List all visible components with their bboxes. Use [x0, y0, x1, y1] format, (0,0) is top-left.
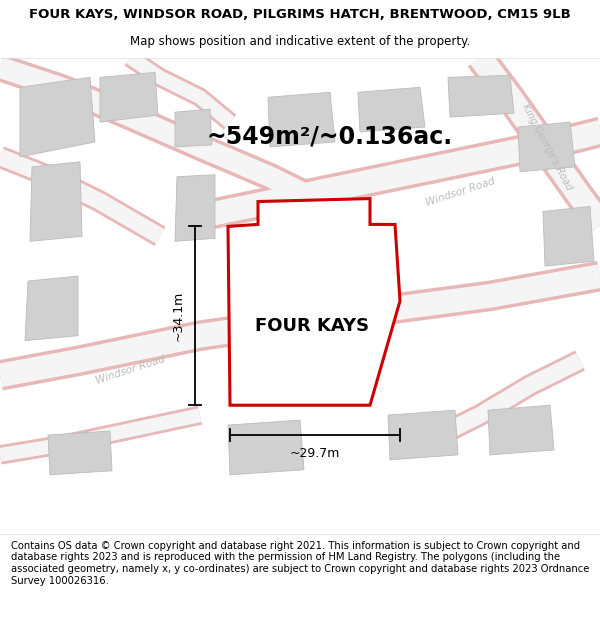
Text: ~549m²/~0.136ac.: ~549m²/~0.136ac. — [207, 125, 453, 149]
Polygon shape — [488, 405, 554, 455]
Text: ~34.1m: ~34.1m — [172, 291, 185, 341]
Text: Windsor Road: Windsor Road — [424, 176, 496, 208]
Polygon shape — [448, 76, 514, 117]
Polygon shape — [30, 162, 82, 241]
Polygon shape — [100, 72, 158, 122]
Text: FOUR KAYS: FOUR KAYS — [255, 317, 369, 335]
Text: ~29.7m: ~29.7m — [290, 447, 340, 460]
Polygon shape — [268, 92, 335, 147]
Text: Map shows position and indicative extent of the property.: Map shows position and indicative extent… — [130, 35, 470, 48]
Polygon shape — [228, 420, 304, 475]
Polygon shape — [175, 109, 212, 147]
Polygon shape — [25, 276, 78, 341]
Polygon shape — [543, 206, 594, 266]
Text: Contains OS data © Crown copyright and database right 2021. This information is : Contains OS data © Crown copyright and d… — [11, 541, 589, 586]
Polygon shape — [388, 410, 458, 460]
Polygon shape — [20, 78, 95, 157]
Polygon shape — [518, 122, 575, 172]
Text: King George's Road: King George's Road — [520, 102, 574, 192]
Polygon shape — [358, 88, 425, 132]
Text: Windsor Road: Windsor Road — [94, 354, 166, 386]
Polygon shape — [175, 175, 215, 241]
Text: FOUR KAYS, WINDSOR ROAD, PILGRIMS HATCH, BRENTWOOD, CM15 9LB: FOUR KAYS, WINDSOR ROAD, PILGRIMS HATCH,… — [29, 8, 571, 21]
Polygon shape — [48, 431, 112, 475]
Polygon shape — [228, 199, 400, 405]
